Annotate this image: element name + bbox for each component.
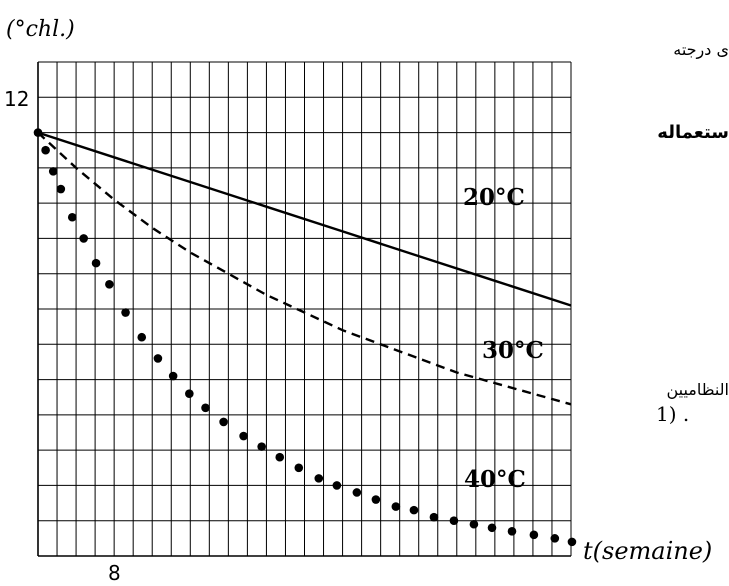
point-40-23: [391, 502, 401, 511]
y-axis-label: (°chl.): [6, 17, 75, 42]
series-line-0: [37, 131, 572, 307]
point-40-16: [257, 442, 266, 451]
x-tick-label-8: 8: [108, 561, 121, 585]
curves: [37, 131, 572, 406]
point-40-0: [33, 128, 43, 137]
point-40-25: [429, 512, 439, 522]
point-40-7: [105, 280, 114, 289]
x-axis-label: t(semaine): [583, 537, 712, 565]
point-40-10: [153, 354, 163, 363]
point-40-1: [41, 145, 50, 155]
point-40-5: [79, 234, 88, 243]
point-40-15: [239, 431, 248, 441]
point-40-2: [48, 167, 58, 176]
point-40-30: [529, 530, 539, 540]
point-40-32: [567, 537, 577, 547]
side-text-1: ى درجته: [673, 40, 729, 59]
point-40-26: [449, 516, 459, 526]
point-40-28: [487, 523, 497, 533]
point-40-29: [507, 527, 517, 536]
point-40-20: [332, 481, 342, 490]
series-label-30: 30°C: [482, 337, 544, 364]
point-40-18: [294, 463, 304, 473]
point-40-8: [121, 308, 130, 317]
y-tick-label-12: 12: [4, 87, 29, 111]
point-40-13: [201, 403, 210, 413]
side-text-2: ستعماله: [657, 122, 729, 143]
point-40-14: [219, 417, 228, 427]
series-label-40: 40°C: [464, 466, 526, 493]
point-40-6: [91, 258, 101, 268]
point-40-11: [168, 371, 178, 381]
series-40-dots: [33, 128, 577, 547]
point-40-17: [275, 452, 285, 462]
point-40-24: [409, 505, 419, 515]
series-line-1: [37, 131, 572, 406]
point-40-31: [550, 534, 560, 543]
point-40-22: [371, 495, 381, 504]
grid: [37, 61, 572, 557]
point-40-4: [67, 212, 77, 222]
point-40-21: [352, 488, 362, 497]
point-40-9: [137, 332, 147, 342]
point-40-19: [314, 474, 324, 483]
side-text-3: النظاميين: [666, 380, 729, 399]
series-label-20: 20°C: [463, 184, 525, 211]
point-40-12: [185, 389, 194, 398]
point-40-27: [469, 519, 479, 529]
side-text-4: 1) .: [656, 402, 690, 426]
point-40-3: [56, 184, 66, 194]
